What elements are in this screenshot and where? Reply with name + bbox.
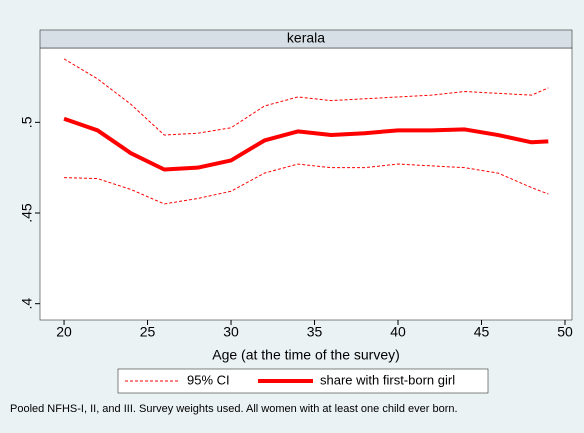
legend-label: share with first-born girl bbox=[320, 372, 455, 387]
chart-title: kerala bbox=[287, 30, 325, 46]
legend bbox=[117, 368, 489, 394]
panel-header bbox=[39, 29, 573, 49]
x-tick-label: 25 bbox=[140, 324, 156, 340]
line bbox=[63, 116, 549, 172]
footnote: Pooled NFHS-I, II, and III. Survey weigh… bbox=[10, 403, 458, 415]
x-tick-label: 20 bbox=[56, 324, 72, 340]
x-axis-label: Age (at the time of the survey) bbox=[212, 347, 400, 363]
y-tick-label: .4 bbox=[19, 298, 35, 310]
line bbox=[64, 163, 549, 205]
y-tick-label: .45 bbox=[19, 203, 35, 223]
x-tick-label: 40 bbox=[390, 324, 406, 340]
line bbox=[63, 58, 549, 136]
x-tick-label: 35 bbox=[307, 324, 323, 340]
x-tick-label: 50 bbox=[557, 324, 573, 340]
x-tick-label: 30 bbox=[223, 324, 239, 340]
plot-area bbox=[39, 47, 573, 321]
y-tick-label: .5 bbox=[19, 116, 35, 128]
x-tick-label: 45 bbox=[474, 324, 490, 340]
legend-label: 95% CI bbox=[187, 372, 230, 387]
